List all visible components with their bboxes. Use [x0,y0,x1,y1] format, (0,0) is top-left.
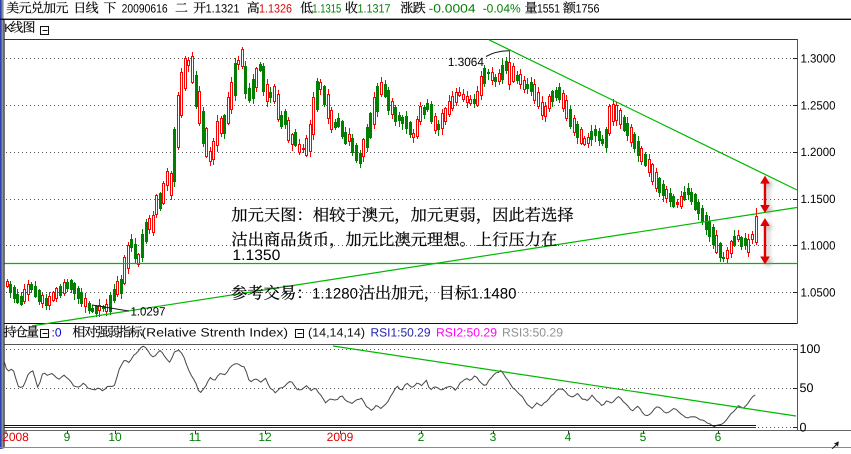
svg-text:1.0500: 1.0500 [801,286,836,300]
svg-text::0: :0 [52,326,62,340]
svg-text:1.1350: 1.1350 [232,247,280,264]
svg-text:1.3000: 1.3000 [801,52,836,66]
svg-text:2: 2 [418,430,425,444]
svg-text:1.1326: 1.1326 [259,1,292,15]
svg-text:-0.0004: -0.0004 [429,1,476,15]
svg-text:1.1317: 1.1317 [358,1,391,15]
svg-text:K: K [4,21,12,35]
svg-text:2008: 2008 [2,430,29,444]
svg-text:1.1500: 1.1500 [801,192,836,206]
svg-text:1.3064: 1.3064 [448,55,484,69]
svg-text:RSI1:50.29: RSI1:50.29 [371,326,431,340]
svg-text:1.1321: 1.1321 [206,1,240,15]
svg-text:1.1480: 1.1480 [471,286,517,303]
svg-text:20090616: 20090616 [122,1,168,15]
svg-text:100: 100 [800,342,821,356]
svg-text:1.2500: 1.2500 [801,98,836,112]
svg-text:3: 3 [490,430,497,444]
svg-text:1.0297: 1.0297 [131,304,166,318]
svg-text:-0.04%: -0.04% [483,1,521,15]
svg-text:6: 6 [715,430,722,444]
svg-text:1.1280: 1.1280 [312,286,358,303]
svg-text:10: 10 [108,430,122,444]
svg-text:5: 5 [640,430,647,444]
svg-text:1.2000: 1.2000 [801,145,836,159]
svg-text:12: 12 [258,430,272,444]
svg-text:9: 9 [64,430,71,444]
svg-text:11: 11 [189,430,202,444]
svg-text:1.1315: 1.1315 [312,1,341,15]
svg-text:RSI2:50.29: RSI2:50.29 [436,326,497,340]
svg-text:2009: 2009 [327,430,354,444]
svg-text:1551: 1551 [537,1,560,15]
svg-text:1756: 1756 [576,1,600,15]
svg-text:0: 0 [800,420,807,434]
svg-text:4: 4 [565,430,572,444]
svg-text:1.1000: 1.1000 [801,239,836,253]
svg-text:(14,14,14): (14,14,14) [308,326,365,340]
svg-text:(Relative Strenth Index): (Relative Strenth Index) [142,326,289,340]
svg-text:50: 50 [800,381,814,395]
svg-text:RSI3:50.29: RSI3:50.29 [502,326,563,340]
